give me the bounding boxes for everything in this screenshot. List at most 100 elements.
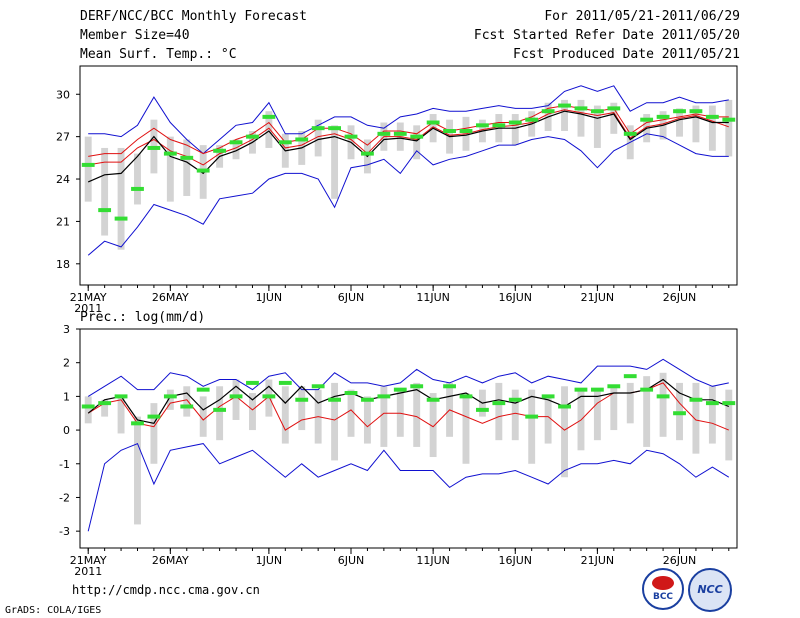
source-url[interactable]: http://cmdp.ncc.cma.gov.cn bbox=[72, 583, 260, 597]
precip-label: Prec.: log(mm/d) bbox=[80, 310, 206, 325]
prec-y-tick-label: 1 bbox=[63, 390, 70, 403]
prec-spread-box bbox=[183, 386, 191, 417]
prec-spread-box bbox=[708, 386, 716, 444]
temp-median-marker bbox=[574, 106, 588, 111]
temp-median-marker bbox=[492, 123, 506, 128]
prec-median-marker bbox=[196, 387, 210, 392]
prec-spread-box bbox=[166, 389, 174, 410]
member-size: Member Size=40 bbox=[80, 28, 190, 43]
prec-median-marker bbox=[81, 404, 95, 409]
start-date: Fcst Started Refer Date 2011/05/20 bbox=[473, 28, 740, 43]
temp-median-marker bbox=[640, 117, 654, 122]
temp-median-marker bbox=[689, 109, 703, 114]
bcc-logo: BCC bbox=[642, 568, 684, 610]
prec-y-tick-label: -3 bbox=[59, 525, 70, 538]
prec-spread-box bbox=[561, 386, 568, 478]
temp-x-tick-label: 26JUN bbox=[663, 291, 697, 304]
forecast-period: For 2011/05/21-2011/06/29 bbox=[544, 9, 740, 24]
temp-median-marker bbox=[426, 120, 440, 125]
temp-median-marker bbox=[81, 162, 95, 167]
temp-median-marker bbox=[262, 114, 276, 119]
temp-median-marker bbox=[131, 186, 144, 191]
variable-label: Mean Surf. Temp.: °C bbox=[80, 47, 237, 62]
prec-spread-box bbox=[511, 389, 519, 441]
temp-median-marker bbox=[590, 109, 604, 114]
prec-median-marker bbox=[541, 394, 555, 399]
prec-y-tick-label: 2 bbox=[63, 357, 70, 370]
temp-spread-box bbox=[84, 136, 92, 202]
temp-spread-box bbox=[692, 105, 700, 143]
temp-spread-box bbox=[511, 114, 519, 146]
prec-median-marker bbox=[722, 401, 736, 406]
temp-median-marker bbox=[705, 114, 719, 119]
prec-spread-box bbox=[117, 396, 125, 434]
temp-median-marker bbox=[443, 128, 456, 133]
temp-year-label: 2011 bbox=[74, 302, 102, 315]
temp-spread-box bbox=[708, 105, 716, 151]
temp-median-marker bbox=[361, 151, 374, 156]
prec-spread-box bbox=[643, 376, 651, 447]
prec-spread-box bbox=[462, 393, 470, 464]
temp-spread-box bbox=[314, 119, 322, 157]
prec-x-tick-label: 16JUN bbox=[498, 554, 532, 567]
temp-median-marker bbox=[328, 126, 341, 131]
prec-spread-box bbox=[298, 386, 306, 431]
prec-spread-box bbox=[232, 379, 240, 420]
temp-spread-box bbox=[265, 111, 273, 148]
temp-median-marker bbox=[623, 131, 637, 136]
prec-median-marker bbox=[147, 414, 161, 419]
prec-median-marker bbox=[459, 394, 473, 399]
temp-y-tick-label: 21 bbox=[56, 215, 70, 228]
temp-median-marker bbox=[344, 134, 358, 139]
prec-median-marker bbox=[656, 394, 670, 399]
prec-y-tick-label: -1 bbox=[59, 458, 70, 471]
temp-median-marker bbox=[196, 168, 210, 173]
temp-median-marker bbox=[311, 126, 325, 131]
prec-median-marker bbox=[574, 387, 588, 392]
bcc-logo-swirl bbox=[652, 576, 674, 590]
temp-spread-box bbox=[676, 108, 683, 137]
temp-climo-lower-line bbox=[88, 109, 729, 166]
prec-median-marker bbox=[410, 384, 424, 389]
temp-median-marker bbox=[180, 155, 194, 160]
prec-mean-line bbox=[87, 378, 730, 424]
temp-median-marker bbox=[229, 140, 243, 145]
temp-median-marker bbox=[558, 103, 571, 108]
grads-credit: GrADS: COLA/IGES bbox=[5, 605, 102, 616]
prec-spread-box bbox=[725, 389, 733, 461]
temp-spread-box bbox=[577, 99, 585, 137]
temp-spread-box bbox=[183, 139, 191, 196]
prec-x-tick-label: 26JUN bbox=[663, 554, 697, 567]
temp-spread-box bbox=[101, 147, 109, 236]
prec-spread-box bbox=[528, 389, 536, 464]
prec-median-marker bbox=[426, 397, 440, 402]
prec-median-marker bbox=[278, 380, 292, 385]
prec-median-marker bbox=[98, 401, 112, 406]
prec-spread-box bbox=[281, 386, 289, 444]
temp-min-line bbox=[87, 133, 729, 256]
temp-climo-line bbox=[88, 105, 729, 157]
prec-spread-box bbox=[692, 382, 700, 454]
temp-spread-box bbox=[134, 153, 141, 205]
temp-median-marker bbox=[246, 134, 259, 139]
prec-median-marker bbox=[640, 387, 654, 392]
temp-median-marker bbox=[525, 117, 539, 122]
prec-median-marker bbox=[525, 414, 539, 419]
prec-x-tick-label: 21MAY bbox=[70, 554, 107, 567]
prec-min-line bbox=[87, 442, 730, 532]
prec-median-marker bbox=[476, 407, 489, 412]
prec-spread-box bbox=[363, 396, 371, 444]
temp-x-tick-label: 21JUN bbox=[581, 291, 615, 304]
prec-spread-box bbox=[380, 386, 388, 447]
temp-x-tick-label: 11JUN bbox=[416, 291, 450, 304]
prec-median-marker bbox=[492, 401, 506, 406]
temp-median-marker bbox=[607, 106, 621, 111]
prec-median-marker bbox=[623, 374, 637, 379]
temp-max-line bbox=[88, 85, 729, 155]
temp-median-marker bbox=[163, 151, 177, 156]
temp-spread-box bbox=[331, 125, 339, 199]
temp-plot-frame bbox=[79, 65, 738, 286]
prec-x-tick-label: 1JUN bbox=[256, 554, 283, 567]
prec-max-line bbox=[87, 358, 729, 397]
prec-median-marker bbox=[705, 401, 719, 406]
